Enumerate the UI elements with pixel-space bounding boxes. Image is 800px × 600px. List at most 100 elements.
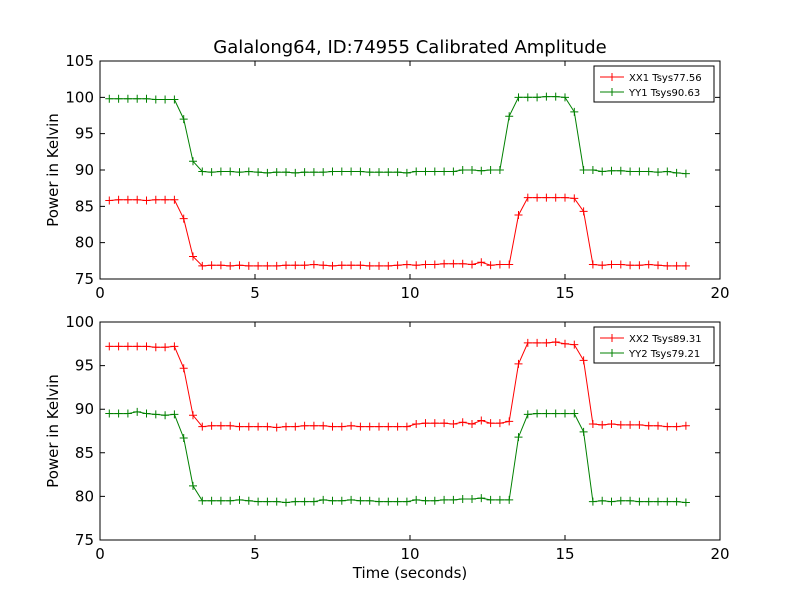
top-panel-data-point	[523, 93, 532, 102]
bottom-panel-data-point	[402, 497, 411, 506]
bottom-panel-data-point	[654, 497, 662, 506]
bottom-panel-data-point	[170, 342, 179, 351]
top-panel-data-point	[635, 261, 644, 270]
bottom-panel-data-point	[672, 422, 681, 431]
top-panel-data-point	[189, 252, 197, 261]
top-panel-data-point	[207, 261, 216, 270]
bottom-panel-data-point	[468, 420, 476, 429]
top-panel-data-point	[505, 112, 514, 121]
bottom-panel-data-point	[505, 495, 514, 504]
bottom-panel-data-point	[375, 497, 383, 506]
bottom-panel-data-point	[347, 421, 356, 430]
top-panel-data-point	[170, 95, 179, 104]
top-panel-data-point	[579, 207, 588, 216]
top-panel-data-point	[542, 92, 551, 101]
top-panel-data-point	[272, 261, 281, 270]
bottom-panel-data-point	[505, 417, 514, 426]
top-panel-data-point	[681, 169, 690, 178]
bottom-panel-data-point	[235, 422, 244, 431]
bottom-panel-data-point	[328, 422, 337, 431]
top-panel-data-point	[393, 168, 402, 177]
top-panel-data-point	[421, 260, 430, 269]
top-panel-marks	[105, 93, 690, 270]
bottom-panel-data-point	[207, 421, 216, 430]
top-panel-data-point	[561, 93, 569, 102]
top-panel-data-point	[105, 94, 114, 103]
bottom-panel-data-point	[486, 495, 495, 504]
top-panel-data-point	[477, 258, 486, 267]
bottom-panel-data-point	[607, 420, 616, 429]
bottom-panel-x-tick-label: 10	[400, 545, 419, 563]
top-panel-data-point	[561, 193, 569, 202]
top-panel-legend-label-1: XX1 Tsys77.56	[629, 73, 702, 84]
bottom-panel-legend-label-1: XX2 Tsys89.31	[629, 334, 702, 345]
bottom-panel-data-point	[644, 497, 653, 506]
top-panel-data-point	[142, 196, 151, 205]
top-panel-data-point	[598, 261, 607, 270]
top-panel-data-point	[198, 167, 207, 176]
bottom-panel-data-point	[216, 421, 225, 430]
bottom-panel-legend-box	[593, 326, 715, 364]
bottom-panel-data-point	[161, 411, 170, 420]
top-panel-data-point	[356, 167, 365, 176]
top-panel-data-point	[542, 193, 551, 202]
bottom-panel-data-point	[598, 496, 607, 505]
top-panel-data-point	[347, 261, 356, 270]
top-panel-data-point	[282, 261, 290, 270]
bottom-panel-data-point	[458, 495, 467, 504]
bottom-panel-data-point	[412, 420, 421, 429]
bottom-panel-data-point	[384, 422, 393, 431]
top-panel-data-point	[486, 261, 495, 270]
top-panel: 0 5 10 15 20 75 80 85 90 95 100 105 Power in Kelvin…	[44, 52, 730, 302]
bottom-panel-data-point	[430, 496, 439, 505]
top-panel-data-point	[235, 261, 244, 270]
bottom-panel-data-point	[570, 340, 579, 349]
top-panel-data-point	[347, 167, 356, 176]
bottom-panel-data-point	[189, 411, 197, 420]
bottom-panel-data-point	[198, 422, 207, 431]
bottom-panel-data-point	[254, 497, 263, 506]
top-panel-data-point	[254, 168, 263, 177]
top-panel-data-point	[300, 261, 309, 270]
top-panel-data-point	[179, 115, 188, 124]
bottom-panel-x-tick-label: 20	[710, 545, 729, 563]
bottom-panel-data-point	[133, 407, 142, 416]
bottom-panel-data-point	[440, 419, 449, 428]
top-panel-data-point	[681, 261, 690, 270]
bottom-panel-data-point	[402, 422, 411, 431]
bottom-panel-data-point	[458, 418, 467, 427]
bottom-panel-x-tick-label: 0	[95, 545, 105, 563]
bottom-panel-data-point	[300, 421, 309, 430]
bottom-panel-data-point	[282, 422, 290, 431]
bottom-panel-data-point	[272, 497, 281, 506]
top-panel-data-point	[598, 167, 607, 176]
top-panel-data-point	[644, 167, 653, 176]
bottom-panel-data-point	[598, 420, 607, 429]
bottom-panel-data-point	[226, 421, 235, 430]
bottom-panel: 0 5 10 15 20 75 80 85 90 95 100 Power in Kelvin Ti…	[44, 313, 730, 582]
top-panel-data-point	[319, 261, 328, 270]
bottom-panel-data-point	[179, 364, 188, 373]
top-panel-data-point	[570, 194, 579, 203]
top-panel-data-point	[430, 260, 439, 269]
bottom-panel-data-point	[542, 409, 551, 418]
top-panel-data-point	[468, 166, 476, 174]
top-panel-data-point	[207, 168, 216, 177]
bottom-panel-legend-label-2: YY2 Tsys79.21	[628, 349, 700, 360]
bottom-panel-data-point	[477, 494, 486, 503]
bottom-panel-data-point	[198, 496, 207, 505]
top-panel-data-point	[672, 168, 681, 177]
bottom-panel-data-point	[282, 498, 290, 507]
top-panel-y-tick-label: 85	[75, 197, 94, 215]
bottom-panel-data-point	[393, 497, 402, 506]
top-panel-y-tick-label: 75	[75, 270, 94, 288]
bottom-panel-data-point	[263, 497, 272, 506]
bottom-panel-data-point	[151, 410, 160, 419]
top-panel-data-point	[105, 196, 114, 205]
bottom-panel-data-point	[663, 497, 672, 506]
top-panel-data-point	[328, 167, 337, 176]
bottom-panel-data-point	[672, 497, 681, 506]
top-panel-y-tick-label: 95	[75, 125, 94, 143]
bottom-panel-data-point	[337, 496, 346, 505]
